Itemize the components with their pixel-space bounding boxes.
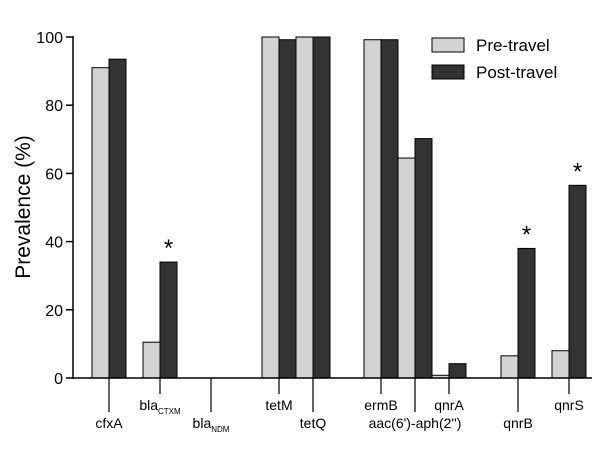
x-tick-label: tetQ xyxy=(300,415,327,431)
bar-pre-travel-ermb xyxy=(363,39,382,379)
bar-post-travel-qnrb xyxy=(517,247,536,379)
y-tick-label: 60 xyxy=(45,166,63,183)
x-tick-label: qnrB xyxy=(503,415,533,431)
legend-label: Pre-travel xyxy=(476,36,550,55)
bar-pre-travel-aac-6-aph-2- xyxy=(397,157,416,379)
bars xyxy=(91,36,587,379)
legend-swatch xyxy=(431,37,465,53)
significance-star: * xyxy=(164,235,173,262)
bar-post-travel-qnrs xyxy=(568,184,587,379)
bar-post-travel-aac-6-aph-2- xyxy=(414,138,433,379)
y-tick-label: 80 xyxy=(45,98,63,115)
x-tick-label: ermB xyxy=(364,397,397,413)
x-tick-label: blaNDM xyxy=(193,415,230,434)
y-axis: 0 20 40 60 80 100 xyxy=(36,30,74,388)
x-tick-label: qnrA xyxy=(434,397,464,413)
y-tick-label: 20 xyxy=(45,303,63,320)
bar-pre-travel-tetm xyxy=(261,36,280,379)
significance-markers: * * * xyxy=(164,158,582,262)
bar-pre-travel-tetq xyxy=(295,36,314,379)
x-tick-label: aac(6')-aph(2'') xyxy=(369,415,462,431)
legend-label: Post-travel xyxy=(476,63,557,82)
bar-pre-travel-qnrb xyxy=(500,355,519,379)
bar-pre-travel-qnrs xyxy=(551,350,570,379)
legend-swatch xyxy=(431,64,465,80)
bar-post-travel-cfxa xyxy=(108,58,127,379)
x-tick-label: tetM xyxy=(265,397,292,413)
legend: Pre-travel Post-travel xyxy=(431,36,557,82)
x-axis: cfxA blaCTXM blaNDM tetM tetQ ermB aac(6')-aph… xyxy=(73,377,592,434)
x-tick-label: qnrS xyxy=(554,397,584,413)
x-tick-label: blaCTXM xyxy=(139,397,181,416)
y-axis-title: Prevalence (%) xyxy=(12,135,35,279)
significance-star: * xyxy=(573,158,582,185)
bar-pre-travel-cfxa xyxy=(91,67,110,379)
bar-post-travel-tetm xyxy=(278,39,297,379)
bar-post-travel-blactxm xyxy=(159,261,178,379)
x-tick-label: cfxA xyxy=(95,415,123,431)
y-tick-label: 40 xyxy=(45,235,63,252)
bar-post-travel-tetq xyxy=(312,36,331,379)
bar-post-travel-qnra xyxy=(448,363,467,379)
y-tick-label: 0 xyxy=(54,371,63,388)
bar-post-travel-ermb xyxy=(380,39,399,379)
y-tick-label: 100 xyxy=(36,30,63,47)
bar-pre-travel-blactxm xyxy=(142,341,161,379)
significance-star: * xyxy=(522,221,531,248)
